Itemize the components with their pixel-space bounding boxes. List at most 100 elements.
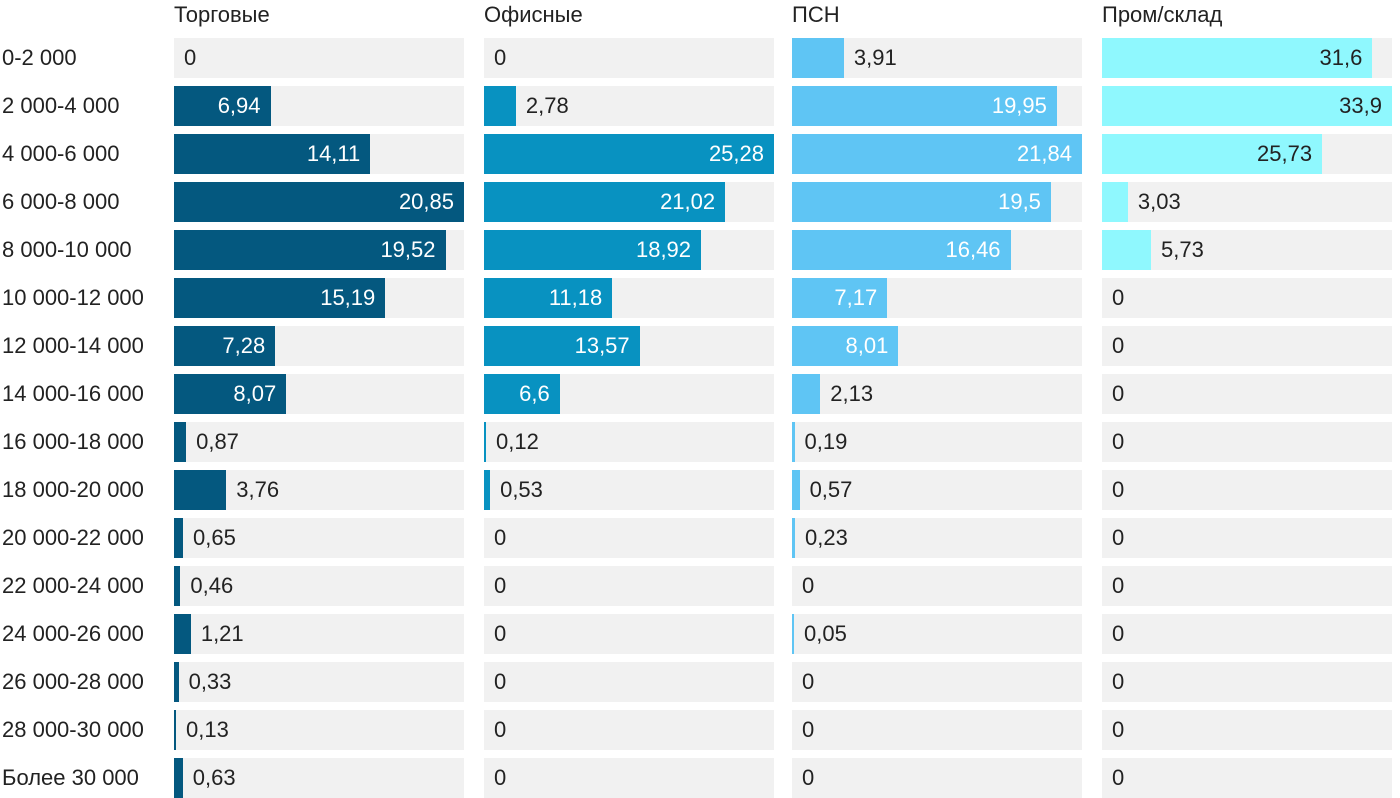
- series-title: Торговые: [174, 2, 270, 27]
- data-label: 0: [494, 669, 507, 694]
- data-label: 21,84: [1016, 141, 1072, 166]
- bar: [1102, 182, 1128, 222]
- bar-track: [484, 710, 774, 750]
- bar-track: [484, 422, 774, 462]
- bar: [792, 518, 796, 558]
- bar-track: [484, 758, 774, 798]
- data-label: 13,57: [574, 333, 630, 358]
- bar: [174, 86, 271, 126]
- data-label: 0,12: [496, 429, 539, 454]
- bar-track: [1102, 470, 1392, 510]
- category-label: 10 000-12 000: [2, 285, 144, 310]
- data-label: 14,11: [306, 141, 361, 166]
- bar: [174, 278, 386, 318]
- data-label: 3,91: [853, 45, 897, 70]
- data-label: 15,19: [320, 285, 376, 310]
- data-label: 1,21: [200, 621, 244, 646]
- bar-track: [792, 470, 1082, 510]
- series-title: Офисные: [484, 2, 583, 27]
- data-label: 0,46: [190, 573, 234, 598]
- bar-track: [174, 422, 464, 462]
- data-label: 0: [1112, 381, 1125, 406]
- bar-track: [1102, 614, 1392, 654]
- bar-track: [1102, 422, 1392, 462]
- bar-track: [484, 470, 774, 510]
- data-label: 25,73: [1257, 141, 1313, 166]
- bar: [792, 374, 821, 414]
- bar-track: [792, 374, 1082, 414]
- series-title: Пром/склад: [1102, 2, 1223, 27]
- bar: [174, 230, 446, 270]
- data-label: 0,65: [193, 525, 236, 550]
- bar-track: [174, 662, 464, 702]
- bar: [792, 278, 888, 318]
- bar-track: [792, 662, 1082, 702]
- data-label: 0: [1112, 285, 1125, 310]
- bar: [484, 470, 491, 510]
- bar: [484, 422, 486, 462]
- data-label: 2,13: [830, 381, 874, 406]
- bar: [174, 134, 371, 174]
- data-label: 6,6: [519, 381, 550, 406]
- bar: [484, 278, 613, 318]
- bar-track: [1102, 566, 1392, 606]
- bar: [1102, 134, 1323, 174]
- bar: [484, 374, 560, 414]
- bar-track: [484, 518, 774, 558]
- data-label: 0,87: [196, 429, 239, 454]
- data-label: 0: [1112, 669, 1125, 694]
- bar-track: [174, 566, 464, 606]
- category-label: 26 000-28 000: [2, 669, 144, 694]
- category-label: 14 000-16 000: [2, 381, 144, 406]
- data-label: 0,33: [188, 669, 232, 694]
- bar: [1102, 230, 1152, 270]
- bar-track: [1102, 182, 1392, 222]
- data-label: 11,18: [548, 285, 603, 310]
- bar: [484, 86, 516, 126]
- data-label: 0: [494, 525, 507, 550]
- bar-track: [1102, 374, 1392, 414]
- bar: [792, 86, 1057, 126]
- category-label: 6 000-8 000: [2, 189, 120, 214]
- bar-track: [174, 518, 464, 558]
- data-label: 5,73: [1161, 237, 1204, 262]
- data-label: 2,78: [525, 93, 569, 118]
- bar: [174, 662, 179, 702]
- data-label: 0,23: [805, 525, 848, 550]
- data-label: 0,57: [809, 477, 853, 502]
- bar-track: [174, 710, 464, 750]
- data-label: 0: [802, 573, 815, 598]
- data-label: 0: [802, 669, 815, 694]
- data-label: 8,01: [845, 333, 889, 358]
- series-title: ПСН: [792, 2, 840, 27]
- data-label: 0: [802, 717, 815, 742]
- data-label: 20,85: [398, 189, 454, 214]
- bar-track: [1102, 710, 1392, 750]
- data-label: 0: [494, 621, 507, 646]
- bar: [792, 422, 795, 462]
- data-label: 6,94: [217, 93, 261, 118]
- category-label: 18 000-20 000: [2, 477, 144, 502]
- bar: [792, 182, 1051, 222]
- bar: [484, 326, 640, 366]
- category-label: 22 000-24 000: [2, 573, 144, 598]
- data-label: 0,05: [804, 621, 847, 646]
- bar-track: [792, 710, 1082, 750]
- data-label: 19,95: [991, 93, 1047, 118]
- bar: [1102, 38, 1373, 78]
- data-label: 0: [1112, 333, 1125, 358]
- category-label: Более 30 000: [2, 765, 139, 790]
- data-label: 3,03: [1137, 189, 1181, 214]
- category-label: 4 000-6 000: [2, 141, 120, 166]
- bar: [1102, 86, 1392, 126]
- bar-track: [174, 38, 464, 78]
- bar: [484, 230, 702, 270]
- data-label: 0,53: [500, 477, 543, 502]
- data-label: 7,17: [834, 285, 878, 310]
- data-label: 8,07: [233, 381, 277, 406]
- data-label: 0,63: [192, 765, 236, 790]
- bar-track: [792, 614, 1082, 654]
- category-label: 8 000-10 000: [2, 237, 132, 262]
- data-label: 0: [1112, 765, 1125, 790]
- bar-track: [792, 566, 1082, 606]
